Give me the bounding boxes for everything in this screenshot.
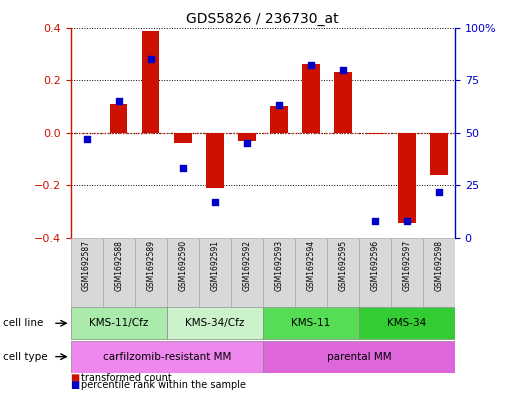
Bar — [71, 307, 167, 339]
Point — [146, 56, 155, 62]
Bar — [263, 341, 455, 373]
Text: KMS-11/Cfz: KMS-11/Cfz — [89, 318, 149, 328]
Bar — [423, 238, 455, 307]
Point — [275, 102, 283, 108]
Text: GSM1692590: GSM1692590 — [178, 240, 187, 291]
Bar — [430, 132, 448, 174]
Bar — [359, 238, 391, 307]
Point — [211, 199, 219, 205]
Point — [435, 188, 443, 195]
Bar — [327, 238, 359, 307]
Point — [371, 218, 379, 224]
Bar — [142, 31, 160, 132]
Bar — [231, 238, 263, 307]
Bar — [206, 132, 223, 188]
Bar — [263, 238, 295, 307]
Bar — [334, 72, 351, 132]
Point — [339, 66, 347, 73]
Point — [403, 218, 411, 224]
Point — [178, 165, 187, 171]
Text: GSM1692588: GSM1692588 — [114, 240, 123, 291]
Text: GSM1692597: GSM1692597 — [403, 240, 412, 291]
Bar — [71, 238, 103, 307]
Bar — [71, 341, 263, 373]
Text: GSM1692598: GSM1692598 — [435, 240, 444, 291]
Text: parental MM: parental MM — [326, 352, 391, 362]
Text: transformed count: transformed count — [81, 373, 172, 383]
Text: cell line: cell line — [3, 318, 43, 328]
Bar — [270, 107, 288, 132]
Bar — [391, 238, 423, 307]
Bar — [302, 64, 320, 132]
Bar — [238, 132, 256, 141]
Text: carfilzomib-resistant MM: carfilzomib-resistant MM — [103, 352, 231, 362]
Bar — [103, 238, 135, 307]
Point — [306, 62, 315, 68]
Text: percentile rank within the sample: percentile rank within the sample — [81, 380, 246, 390]
Bar — [167, 307, 263, 339]
Text: GSM1692593: GSM1692593 — [275, 240, 283, 291]
Point — [83, 136, 91, 142]
Text: GSM1692587: GSM1692587 — [82, 240, 91, 291]
Text: GSM1692595: GSM1692595 — [338, 240, 347, 291]
Bar — [167, 238, 199, 307]
Point — [243, 140, 251, 146]
Text: cell type: cell type — [3, 352, 47, 362]
Bar — [199, 238, 231, 307]
Text: ■: ■ — [71, 373, 80, 383]
Bar — [110, 104, 128, 132]
Text: GSM1692589: GSM1692589 — [146, 240, 155, 291]
Bar — [398, 132, 416, 223]
Text: KMS-11: KMS-11 — [291, 318, 331, 328]
Text: GSM1692594: GSM1692594 — [306, 240, 315, 291]
Point — [115, 98, 123, 104]
Text: KMS-34/Cfz: KMS-34/Cfz — [185, 318, 244, 328]
Bar — [135, 238, 167, 307]
Bar — [366, 132, 384, 134]
Title: GDS5826 / 236730_at: GDS5826 / 236730_at — [187, 13, 339, 26]
Text: ■: ■ — [71, 380, 80, 390]
Bar — [263, 307, 359, 339]
Bar — [295, 238, 327, 307]
Text: GSM1692592: GSM1692592 — [242, 240, 251, 291]
Text: GSM1692591: GSM1692591 — [210, 240, 219, 291]
Text: GSM1692596: GSM1692596 — [370, 240, 379, 291]
Text: KMS-34: KMS-34 — [388, 318, 427, 328]
Bar — [359, 307, 455, 339]
Bar — [174, 132, 191, 143]
